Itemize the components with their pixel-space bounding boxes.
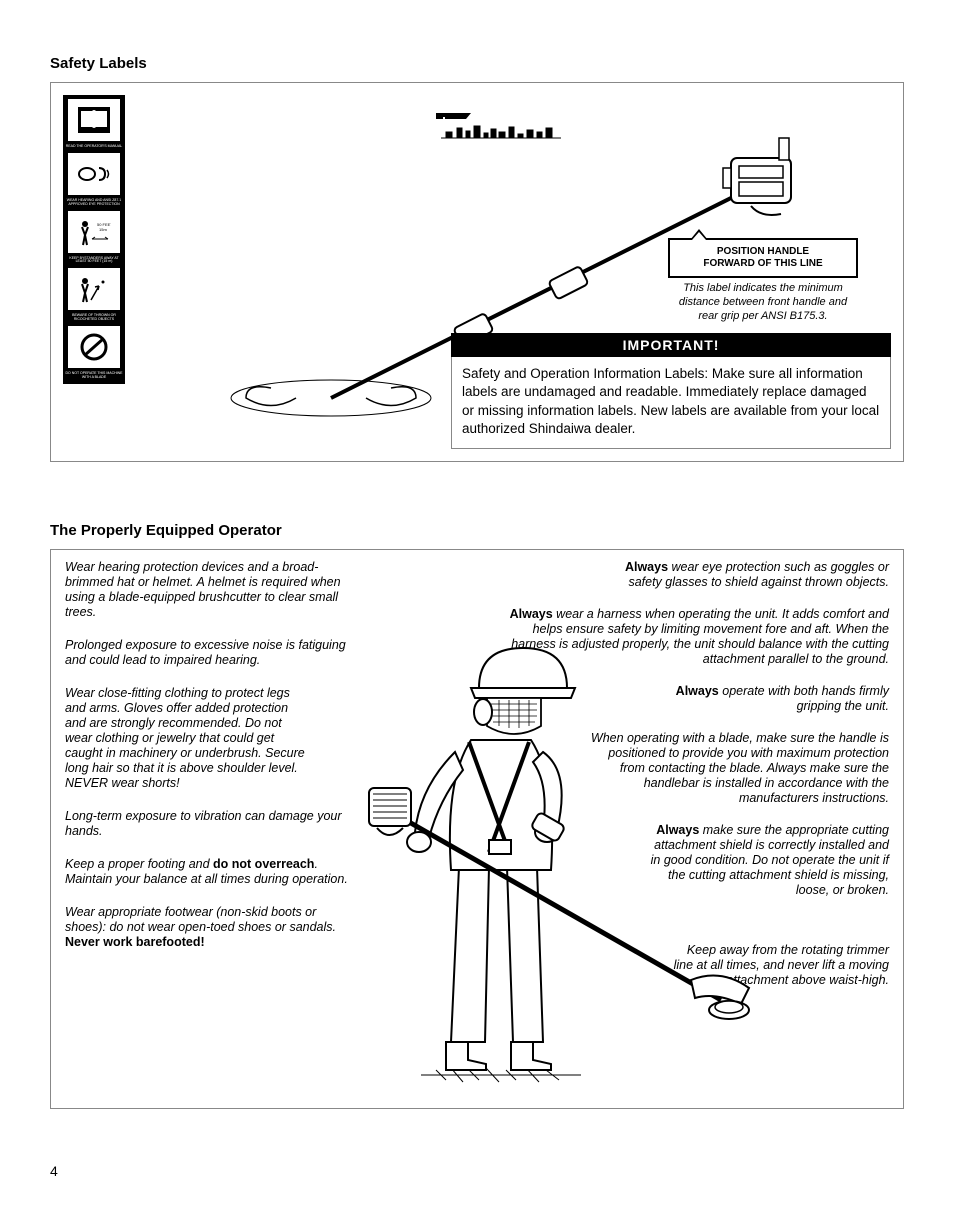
stack-text-0: READ THE OPERATOR'S MANUAL (64, 144, 125, 150)
position-handle-label: POSITION HANDLE FORWARD OF THIS LINE Thi… (668, 238, 858, 323)
eye-ear-icon (67, 152, 121, 196)
position-handle-line2: FORWARD OF THIS LINE (703, 258, 822, 269)
left-note-4: Keep a proper footing and do not overrea… (65, 857, 355, 887)
safety-labels-heading: Safety Labels (50, 55, 904, 72)
manual-icon (67, 98, 121, 142)
left-note-1: Prolonged exposure to excessive noise is… (65, 638, 355, 668)
page-number: 4 (50, 1163, 58, 1179)
left-note-5: Wear appropriate footwear (non-skid boot… (65, 905, 355, 950)
stack-text-4: DO NOT OPERATE THIS MACHINE WITH A BLADE (63, 371, 125, 381)
operator-illustration (351, 570, 771, 1100)
safety-labels-figure-box: READ THE OPERATOR'S MANUAL WEAR HEARING … (50, 82, 904, 462)
stack-text-3: BEWARE OF THROWN OR RICOCHETED OBJECTS (63, 313, 125, 323)
left-note-3: Long-term exposure to vibration can dama… (65, 809, 355, 839)
stack-text-1: WEAR HEARING AND ANSI Z87.1 APPROVED EYE… (63, 198, 125, 208)
safety-label-stack: READ THE OPERATOR'S MANUAL WEAR HEARING … (63, 95, 125, 384)
no-blade-icon (67, 325, 121, 369)
important-body: Safety and Operation Information Labels:… (451, 357, 891, 449)
important-header: IMPORTANT! (451, 333, 891, 357)
operator-heading: The Properly Equipped Operator (50, 522, 904, 539)
operator-left-column: Wear hearing protection devices and a br… (65, 560, 355, 968)
bystander-icon: 50 FEET15m (67, 210, 121, 254)
ricochet-icon (67, 267, 121, 311)
left-note-2: Wear close-fitting clothing to protect l… (65, 686, 310, 791)
left-note-0: Wear hearing protection devices and a br… (65, 560, 355, 620)
stack-text-2: KEEP BYSTANDERS AWAY AT LEAST 50 FEET (1… (63, 256, 125, 266)
svg-text:15m: 15m (99, 227, 107, 232)
important-block: IMPORTANT! Safety and Operation Informat… (451, 333, 891, 449)
operator-figure-box: Wear hearing protection devices and a br… (50, 549, 904, 1109)
position-handle-line1: POSITION HANDLE (717, 246, 809, 257)
position-handle-caption: This label indicates the minimum distanc… (668, 282, 858, 323)
